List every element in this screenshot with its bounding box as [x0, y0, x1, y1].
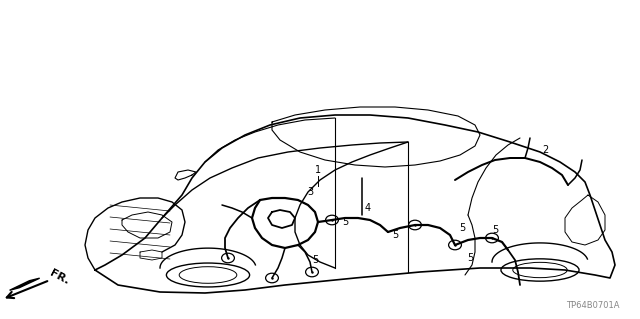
- Text: 4: 4: [365, 203, 371, 213]
- Text: 5: 5: [459, 223, 465, 233]
- Text: 5: 5: [392, 230, 398, 240]
- Text: 3: 3: [307, 187, 313, 197]
- Text: 2: 2: [542, 145, 548, 155]
- Text: TP64B0701A: TP64B0701A: [566, 301, 620, 310]
- Text: 5: 5: [342, 217, 348, 227]
- Text: 5: 5: [492, 225, 498, 235]
- Text: 1: 1: [315, 165, 321, 175]
- Text: 5: 5: [467, 253, 473, 263]
- Text: FR.: FR.: [48, 268, 71, 286]
- Text: 5: 5: [312, 255, 318, 265]
- Polygon shape: [10, 278, 40, 290]
